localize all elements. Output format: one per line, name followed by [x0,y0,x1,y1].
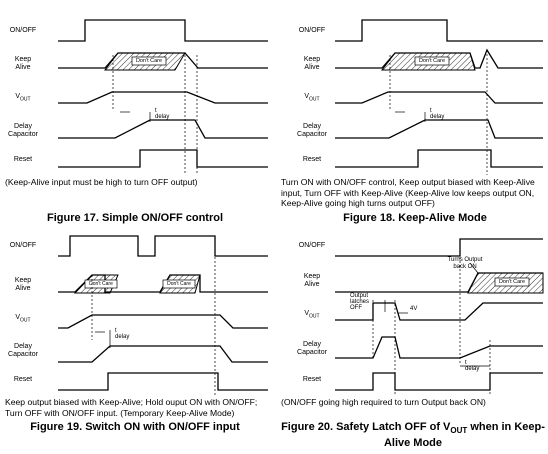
fig17-delay-wave [58,119,268,139]
fig18-vout-label: VOUT [304,93,320,103]
fig19-title: Figure 19. Switch ON with ON/OFF input [30,421,240,433]
fig18-delay-label: Delay Capacitor [297,123,327,138]
fig19-reset-wave [58,372,268,391]
fig19-onoff-label: ON/OFF [9,242,37,249]
fig17-delay-label: Delay Capacitor [8,123,38,138]
fig20-keepalive-dontcare [467,272,544,294]
fig17-dontcare-label: Don't Care [135,58,163,64]
fig20-latch-label: Output latches OFF [350,293,370,311]
fig19-tdelay-label: t delay [115,328,130,340]
fig17-reset-label: Reset [13,156,33,163]
fig19-onoff-wave [58,235,268,257]
fig20-delay-label: Delay Capacitor [297,341,327,356]
fig20-keepalive-label: Keep Alive [303,273,321,288]
fig17-tdelay-label: t delay [155,108,170,120]
fig17-title: Figure 17. Simple ON/OFF control [46,212,224,224]
fig19-caption: Keep output biased with Keep-Alive; Hold… [5,397,258,418]
fig20-turns-on-label: Turns Output back ON [447,257,483,270]
fig19-markers [91,245,216,395]
fig19-waveforms [58,235,268,391]
fig18-tdelay-label: t delay [430,108,445,120]
fig18-keepalive-dontcare [380,52,476,71]
fig18-onoff-wave [335,19,543,42]
fig19-vout-label: VOUT [15,314,31,324]
fig17-vout-wave [58,91,268,104]
fig20-delay-wave [335,336,543,359]
fig18-keepalive-wave [335,48,543,69]
fig17-reset-wave [58,149,268,168]
fig18-waveforms [335,19,543,168]
fig20-reset-label: Reset [302,376,322,383]
fig19-dontcare-label-2: Don't Care [167,281,191,287]
fig17-onoff-label: ON/OFF [9,27,37,34]
fig20-onoff-wave [335,238,543,257]
fig17-markers [112,55,198,175]
fig18-reset-label: Reset [302,156,322,163]
fig18-keepalive-label: Keep Alive [303,56,321,71]
fig19-keepalive-label: Keep Alive [14,277,32,292]
fig19-delay-label: Delay Capacitor [8,343,38,358]
fig17-vout-label: VOUT [15,93,31,103]
fig20-markers [372,245,491,395]
fig17-keepalive-label: Keep Alive [14,56,32,71]
fig19-keepalive-dontcare-1 [73,274,119,294]
fig20-dontcare-label: Don't Care [498,279,526,285]
fig20-title: Figure 20. Safety Latch OFF of VOUT when… [281,421,545,450]
fig18-dontcare-label: Don't Care [418,58,446,64]
fig20-tdelay-label: t delay [465,360,480,372]
fig19-reset-label: Reset [13,376,33,383]
fig18-caption: Turn ON with ON/OFF control, Keep output… [281,177,535,208]
fig18-markers [389,50,488,175]
fig18-onoff-label: ON/OFF [298,27,326,34]
fig20-reset-wave [335,372,543,391]
fig20-4v-label: 4V [410,306,418,312]
fig19-delay-wave [58,345,268,363]
fig19-dontcare-label-1: Don't Care [89,281,113,287]
fig20-vout-label: VOUT [304,310,320,320]
fig18-vout-wave [335,91,543,104]
fig19-vout-wave [58,314,268,329]
fig17-caption: (Keep-Alive input must be high to turn O… [5,177,198,187]
fig18-reset-wave [335,149,543,168]
fig20-caption: (ON/OFF going high required to turn Outp… [281,397,486,407]
fig18-delay-wave [335,119,543,139]
fig17-keepalive-dontcare [103,52,186,71]
fig17-onoff-wave [58,19,268,42]
fig19-keepalive-dontcare-2 [159,274,201,294]
fig20-onoff-label: ON/OFF [298,242,326,249]
fig18-title: Figure 18. Keep-Alive Mode [343,212,487,224]
fig17-waveforms [58,19,268,168]
